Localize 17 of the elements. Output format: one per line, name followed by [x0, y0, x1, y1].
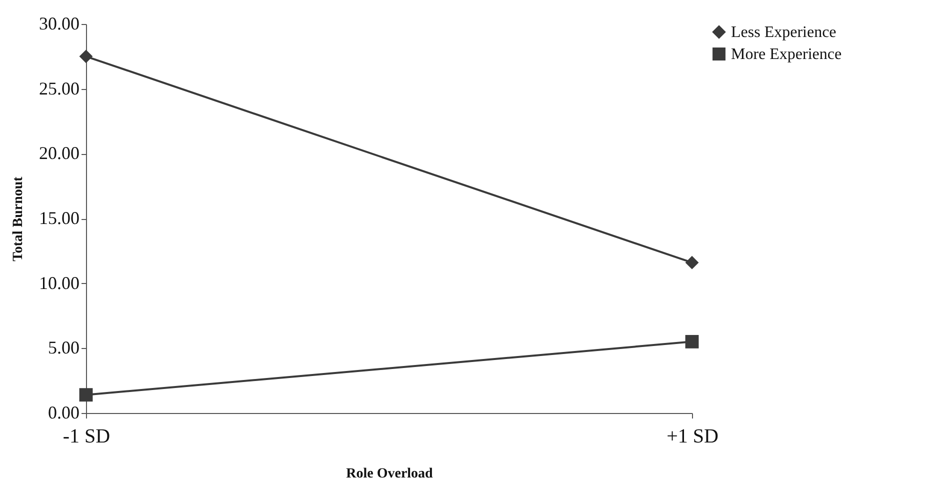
y-tick-label: 25.00: [39, 78, 80, 98]
y-tick-label: 0.00: [48, 402, 80, 422]
x-tick-label: -1 SD: [62, 426, 110, 448]
y-tick-label: 20.00: [39, 143, 80, 164]
x-axis-title: Role Overload: [346, 466, 434, 482]
point: [79, 388, 93, 402]
y-tick-label: 15.00: [39, 208, 80, 228]
legend-label: Less Experience: [731, 24, 836, 41]
point: [685, 256, 699, 270]
point: [685, 334, 699, 348]
x-tick-label: +1 SD: [666, 426, 718, 448]
y-tick-label: 10.00: [39, 272, 80, 293]
legend-label: More Experience: [731, 46, 842, 63]
y-axis-title: Total Burnout: [11, 176, 26, 262]
y-tick-label: 30.00: [39, 14, 80, 34]
point: [79, 50, 93, 64]
y-tick-label: 5.00: [48, 338, 80, 358]
